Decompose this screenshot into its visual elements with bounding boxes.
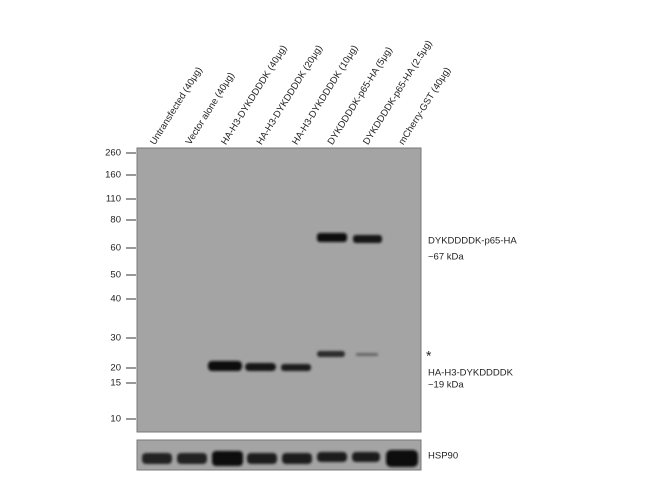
band xyxy=(352,452,380,462)
lane-label: DYKDDDDK-p65-HA (2.5μg) xyxy=(361,38,434,147)
band xyxy=(177,453,207,464)
marker-label: 30 xyxy=(110,333,121,344)
blot-panel xyxy=(136,147,422,433)
bands xyxy=(208,233,382,371)
band xyxy=(208,361,242,371)
p65-size: ~67 kDa xyxy=(428,252,464,263)
marker-label: 40 xyxy=(110,294,121,305)
band xyxy=(317,351,345,357)
band xyxy=(245,363,276,371)
marker-label: 50 xyxy=(110,270,121,281)
loading-label: HSP90 xyxy=(428,451,458,462)
band xyxy=(386,450,418,467)
marker-label: 160 xyxy=(105,170,121,181)
h3-size: ~19 kDa xyxy=(428,380,464,391)
band xyxy=(281,364,311,371)
lane-label: HA-H3-DYKDDDDK (10μg) xyxy=(290,43,360,147)
band xyxy=(247,453,277,464)
marker-label: 15 xyxy=(110,378,121,389)
p65-label: DYKDDDDK-p65-HA xyxy=(428,236,517,247)
lane-label: HA-H3-DYKDDDDK (20μg) xyxy=(255,43,325,147)
marker-label: 110 xyxy=(106,194,121,205)
band xyxy=(142,453,172,464)
marker-label: 80 xyxy=(110,215,121,226)
h3-label: HA-H3-DYKDDDDK xyxy=(428,368,514,379)
band xyxy=(282,453,312,464)
band xyxy=(317,233,347,242)
band xyxy=(317,452,347,462)
asterisk: * xyxy=(426,348,432,364)
marker-label: 60 xyxy=(110,243,121,254)
lane-label: HA-H3-DYKDDDDK (40μg) xyxy=(219,43,289,147)
lane-label: DYKDDDDK-p65-HA (5μg) xyxy=(326,45,395,147)
marker-label: 10 xyxy=(110,414,121,425)
band xyxy=(353,235,382,243)
band xyxy=(356,353,378,356)
marker-label: 20 xyxy=(110,363,121,374)
loading-bands xyxy=(142,450,418,467)
band xyxy=(212,451,243,466)
marker-label: 260 xyxy=(105,148,121,159)
